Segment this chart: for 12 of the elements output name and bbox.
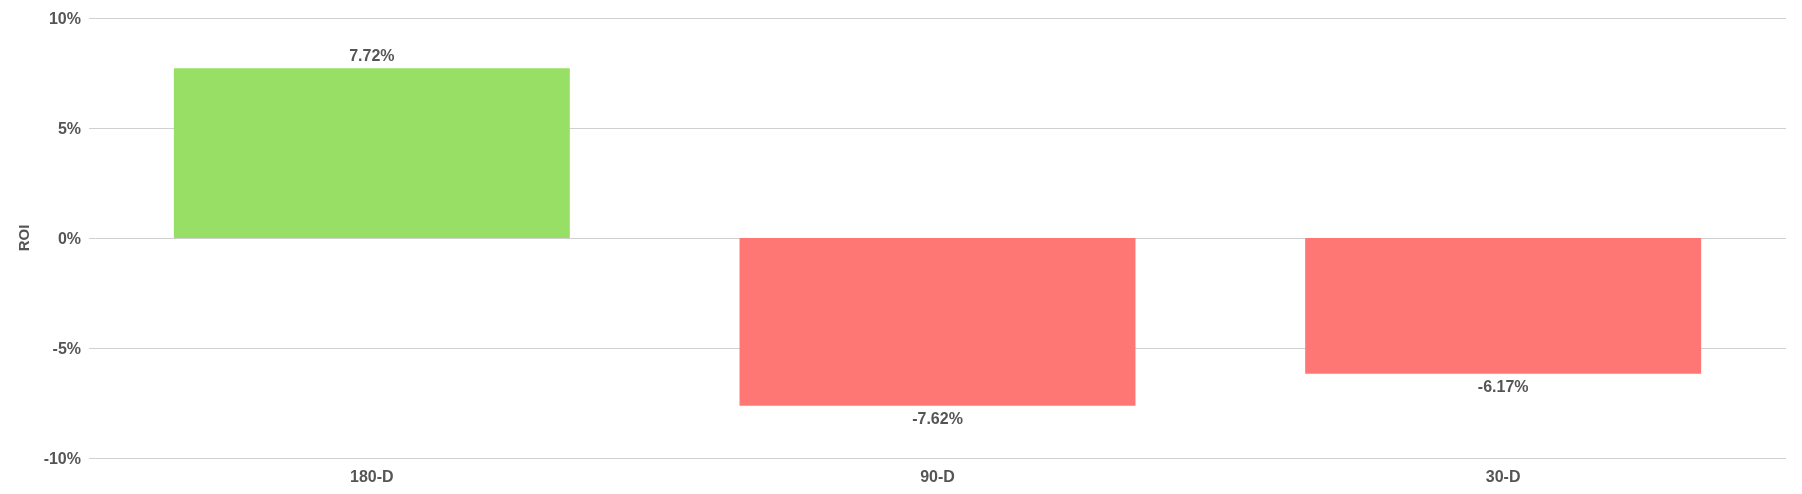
x-tick-label: 90-D <box>920 467 955 485</box>
y-tick-label: 0% <box>57 229 81 247</box>
x-tick-label: 30-D <box>1485 467 1521 485</box>
x-tick-label: 180-D <box>350 467 394 485</box>
data-label: -7.62% <box>912 410 963 428</box>
y-tick-label: -10% <box>43 449 81 467</box>
y-tick-label: 5% <box>57 119 81 137</box>
y-tick-label: 10% <box>48 9 81 27</box>
y-axis-title: ROI <box>15 224 32 252</box>
y-tick-label: -5% <box>52 339 81 357</box>
data-label: -6.17% <box>1477 378 1529 396</box>
data-label: 7.72% <box>349 46 395 64</box>
